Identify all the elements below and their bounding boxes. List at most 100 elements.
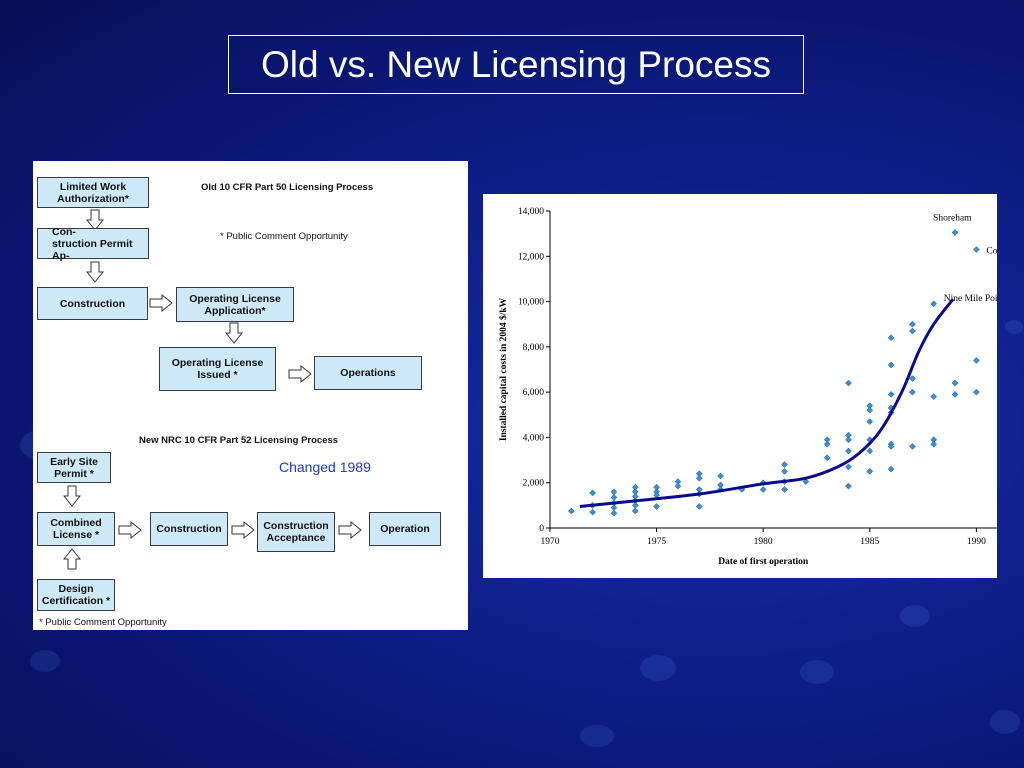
licensing-flowchart-panel: Old 10 CFR Part 50 Licensing Process * P… <box>33 161 468 630</box>
data-point <box>866 447 874 455</box>
data-point <box>845 436 852 444</box>
data-point <box>951 391 959 398</box>
background-bubble <box>990 710 1020 734</box>
new-process-title: New NRC 10 CFR Part 52 Licensing Process <box>139 435 339 446</box>
old-construction-box: Construction <box>37 287 148 320</box>
data-point <box>695 503 703 510</box>
arrow-up-icon <box>63 548 81 570</box>
operation-box: Operation <box>369 512 441 546</box>
data-point <box>973 357 980 364</box>
data-point <box>887 465 895 473</box>
data-point <box>781 486 788 493</box>
x-tick-label: 1975 <box>647 537 666 547</box>
data-point <box>887 334 895 342</box>
y-tick-label: 4,000 <box>523 433 545 443</box>
data-point <box>866 468 874 475</box>
data-point <box>887 391 895 398</box>
data-point <box>909 443 916 450</box>
background-bubble <box>1005 320 1023 334</box>
point-annotation: Shoreham <box>933 214 972 224</box>
changed-1989-note: Changed 1989 <box>279 459 371 475</box>
data-point <box>887 361 895 369</box>
data-point <box>653 503 660 510</box>
point-annotation: Coman <box>986 246 997 256</box>
background-bubble <box>640 655 676 681</box>
slide-title: Old vs. New Licensing Process <box>228 35 804 94</box>
data-point <box>845 463 852 471</box>
data-point <box>909 388 916 396</box>
data-point <box>823 440 831 448</box>
data-point <box>802 478 810 485</box>
data-point <box>717 472 724 480</box>
data-point <box>973 388 980 396</box>
design-certification-box: Design Certification * <box>37 579 115 611</box>
data-point <box>930 440 938 448</box>
old-public-comment-note: * Public Comment Opportunity <box>220 231 348 242</box>
data-point <box>589 508 596 516</box>
data-point <box>951 379 959 387</box>
data-point <box>610 488 618 496</box>
x-axis-label: Date of first operation <box>718 557 809 567</box>
y-tick-label: 14,000 <box>518 207 544 217</box>
arrow-down-icon <box>86 261 104 283</box>
old-process-title: Old 10 CFR Part 50 Licensing Process <box>201 182 374 193</box>
background-bubble <box>30 650 60 672</box>
data-point <box>845 482 852 490</box>
data-point <box>909 327 916 335</box>
data-point <box>695 474 703 482</box>
background-bubble <box>900 605 930 627</box>
data-point <box>781 461 788 468</box>
background-bubble <box>800 660 834 684</box>
construction-acceptance-box: Construction Acceptance <box>257 512 335 552</box>
data-point <box>887 443 895 450</box>
new-public-comment-note: * Public Comment Opportunity <box>39 617 167 628</box>
data-point <box>930 393 938 401</box>
operating-license-application-box: Operating License Application* <box>176 287 294 322</box>
early-site-permit-box: Early Site Permit * <box>37 452 111 483</box>
background-bubble <box>580 725 614 747</box>
y-tick-label: 2,000 <box>523 479 545 489</box>
arrow-down-icon <box>225 322 243 344</box>
data-point <box>909 375 916 382</box>
data-point <box>610 494 618 501</box>
y-tick-label: 0 <box>539 524 544 534</box>
data-point <box>567 507 575 515</box>
construction-permit-box: Con- struction Permit Ap- <box>37 226 149 262</box>
new-construction-box: Construction <box>150 512 228 546</box>
x-tick-label: 1970 <box>541 537 560 547</box>
operating-license-issued-box: Operating License Issued * <box>159 347 276 391</box>
data-point <box>930 300 938 308</box>
arrow-right-icon <box>231 521 255 539</box>
y-tick-label: 8,000 <box>523 343 545 353</box>
trend-line <box>579 298 955 508</box>
arrow-right-icon <box>288 365 312 383</box>
y-tick-label: 12,000 <box>518 252 544 262</box>
data-point <box>610 504 618 511</box>
data-point <box>674 482 682 490</box>
y-axis-label: Installed capital costs in 2004 $/kW <box>498 297 509 441</box>
data-point <box>951 229 959 236</box>
operations-box: Operations <box>314 356 422 390</box>
combined-license-box: Combined License * <box>37 512 115 546</box>
limited-work-authorization-box: Limited Work Authorization* <box>37 177 149 208</box>
data-point <box>631 507 639 515</box>
data-point <box>866 418 874 425</box>
x-tick-label: 1985 <box>860 537 879 547</box>
x-tick-label: 1980 <box>754 537 773 547</box>
data-point <box>781 468 788 475</box>
arrow-right-icon <box>149 294 173 312</box>
data-point <box>845 379 852 387</box>
point-annotation: Nine Mile Point 2 <box>944 294 997 304</box>
data-point <box>823 454 831 462</box>
data-point <box>610 509 618 517</box>
arrow-right-icon <box>338 521 362 539</box>
y-tick-label: 6,000 <box>523 388 545 398</box>
chart-svg: 02,0004,0006,0008,00010,00012,00014,000 … <box>498 207 997 567</box>
x-tick-label: 1990 <box>967 537 986 547</box>
data-point <box>909 320 916 328</box>
data-point <box>973 246 980 253</box>
data-point <box>759 486 767 493</box>
data-point <box>866 406 874 414</box>
data-point <box>589 489 596 497</box>
data-point <box>845 447 852 455</box>
